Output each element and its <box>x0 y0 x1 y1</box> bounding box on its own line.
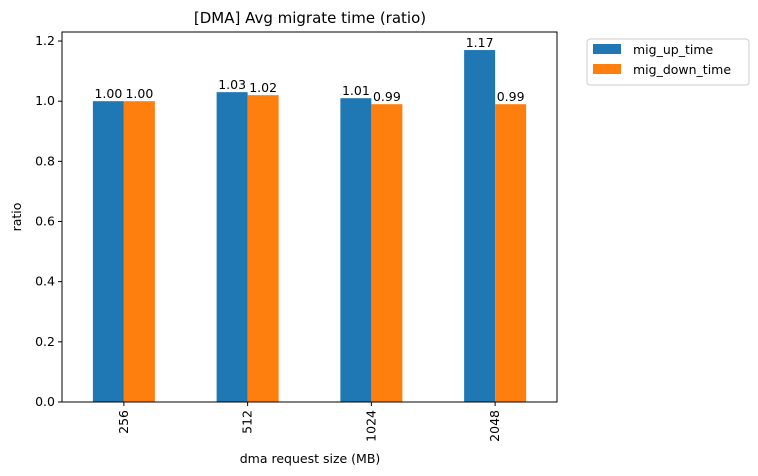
legend: mig_up_time mig_down_time <box>586 38 750 86</box>
y-tick-label: 0.6 <box>35 214 55 229</box>
plot-frame <box>61 31 558 403</box>
bar-labels: 1.00 1.001.03 1.02 1.01 0.991.170.99 <box>94 35 524 104</box>
y-tick-label: 0.0 <box>35 394 55 409</box>
bar-label-mig_up_time-1024: 1.01 <box>342 83 370 98</box>
x-axis: 256 512 1024 2048 <box>116 402 502 442</box>
x-tick-label: 1024 <box>363 410 378 442</box>
bar-label-mig_down_time-256: 1.00 <box>125 86 153 101</box>
x-axis-title: dma request size (MB) <box>240 451 381 466</box>
bar-mig_up_time-256 <box>92 101 124 403</box>
y-axis: 0.0 0.2 0.4 0.6 0.8 1.0 1.2 <box>35 33 62 409</box>
y-tick-label: 1.0 <box>35 93 55 108</box>
bar-mig_down_time-512 <box>247 95 279 403</box>
legend-frame <box>586 38 750 86</box>
x-tick-label: 2048 <box>487 410 502 442</box>
bar-mig_up_time-512 <box>216 92 248 403</box>
legend-swatch-mig_down_time <box>593 64 621 74</box>
bar-label-mig_up_time-2048: 1.17 <box>466 35 494 50</box>
y-tick-label: 0.4 <box>35 274 55 289</box>
bar-label-mig_down_time-1024: 0.99 <box>373 89 401 104</box>
bar-mig_down_time-2048 <box>495 104 527 402</box>
y-tick-label: 1.2 <box>35 33 55 48</box>
plot-area: 1.00 1.001.03 1.02 1.01 0.991.170.99 <box>61 31 558 403</box>
bars <box>92 50 527 403</box>
bar-label-mig_down_time-2048: 0.99 <box>497 89 525 104</box>
bar-label-mig_down_time-512: 1.02 <box>249 80 277 95</box>
chart-title: [DMA] Avg migrate time (ratio) <box>194 9 426 27</box>
bar-label-mig_up_time-512: 1.03 <box>218 77 246 92</box>
legend-swatch-mig_up_time <box>593 44 621 54</box>
legend-label-mig_down_time: mig_down_time <box>633 62 731 77</box>
legend-label-mig_up_time: mig_up_time <box>633 42 713 57</box>
bar-mig_up_time-2048 <box>464 50 496 403</box>
bar-label-mig_up_time-256: 1.00 <box>94 86 122 101</box>
bar-mig_down_time-1024 <box>371 104 403 402</box>
bar-mig_up_time-1024 <box>340 98 372 402</box>
y-tick-label: 0.8 <box>35 153 55 168</box>
y-axis-title: ratio <box>9 203 24 232</box>
y-tick-label: 0.2 <box>35 334 55 349</box>
bar-mig_down_time-256 <box>123 101 155 403</box>
x-tick-label: 512 <box>240 410 255 434</box>
x-tick-label: 256 <box>116 410 131 434</box>
